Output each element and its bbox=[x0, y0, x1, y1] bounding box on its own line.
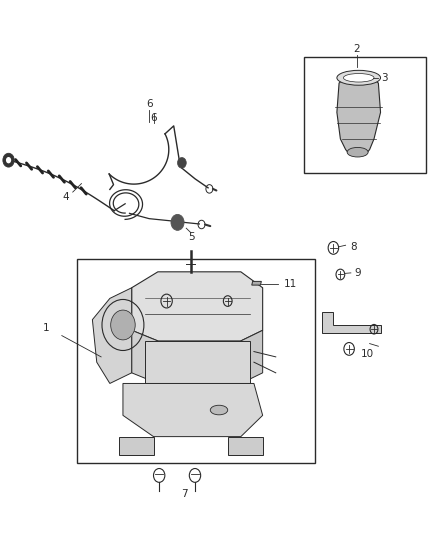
Polygon shape bbox=[321, 312, 381, 333]
Ellipse shape bbox=[343, 74, 374, 82]
Polygon shape bbox=[145, 341, 250, 383]
Polygon shape bbox=[132, 272, 263, 341]
Polygon shape bbox=[337, 77, 381, 155]
Circle shape bbox=[6, 157, 11, 164]
Circle shape bbox=[177, 158, 186, 168]
Ellipse shape bbox=[337, 70, 381, 85]
Bar bbox=[77, 259, 315, 463]
Text: 2: 2 bbox=[353, 44, 360, 53]
Text: 6: 6 bbox=[146, 99, 152, 109]
Ellipse shape bbox=[210, 405, 228, 415]
Polygon shape bbox=[228, 437, 263, 455]
Polygon shape bbox=[123, 383, 263, 437]
Circle shape bbox=[3, 154, 14, 167]
Ellipse shape bbox=[347, 148, 368, 157]
Text: 9: 9 bbox=[354, 269, 361, 278]
Polygon shape bbox=[132, 330, 158, 383]
Text: 3: 3 bbox=[381, 73, 387, 83]
Text: 6: 6 bbox=[150, 112, 157, 123]
Polygon shape bbox=[241, 330, 263, 383]
Text: 6: 6 bbox=[150, 104, 157, 114]
Text: 4: 4 bbox=[62, 192, 69, 203]
Text: 8: 8 bbox=[350, 242, 357, 252]
Text: 5: 5 bbox=[189, 232, 195, 243]
Circle shape bbox=[171, 214, 184, 230]
Text: 11: 11 bbox=[284, 279, 297, 288]
Polygon shape bbox=[92, 288, 132, 383]
Text: 10: 10 bbox=[361, 349, 374, 359]
Polygon shape bbox=[119, 437, 153, 455]
Circle shape bbox=[111, 310, 135, 340]
Bar bbox=[304, 56, 426, 173]
Text: 1: 1 bbox=[43, 322, 50, 333]
Text: 7: 7 bbox=[181, 489, 187, 499]
Polygon shape bbox=[252, 281, 261, 285]
